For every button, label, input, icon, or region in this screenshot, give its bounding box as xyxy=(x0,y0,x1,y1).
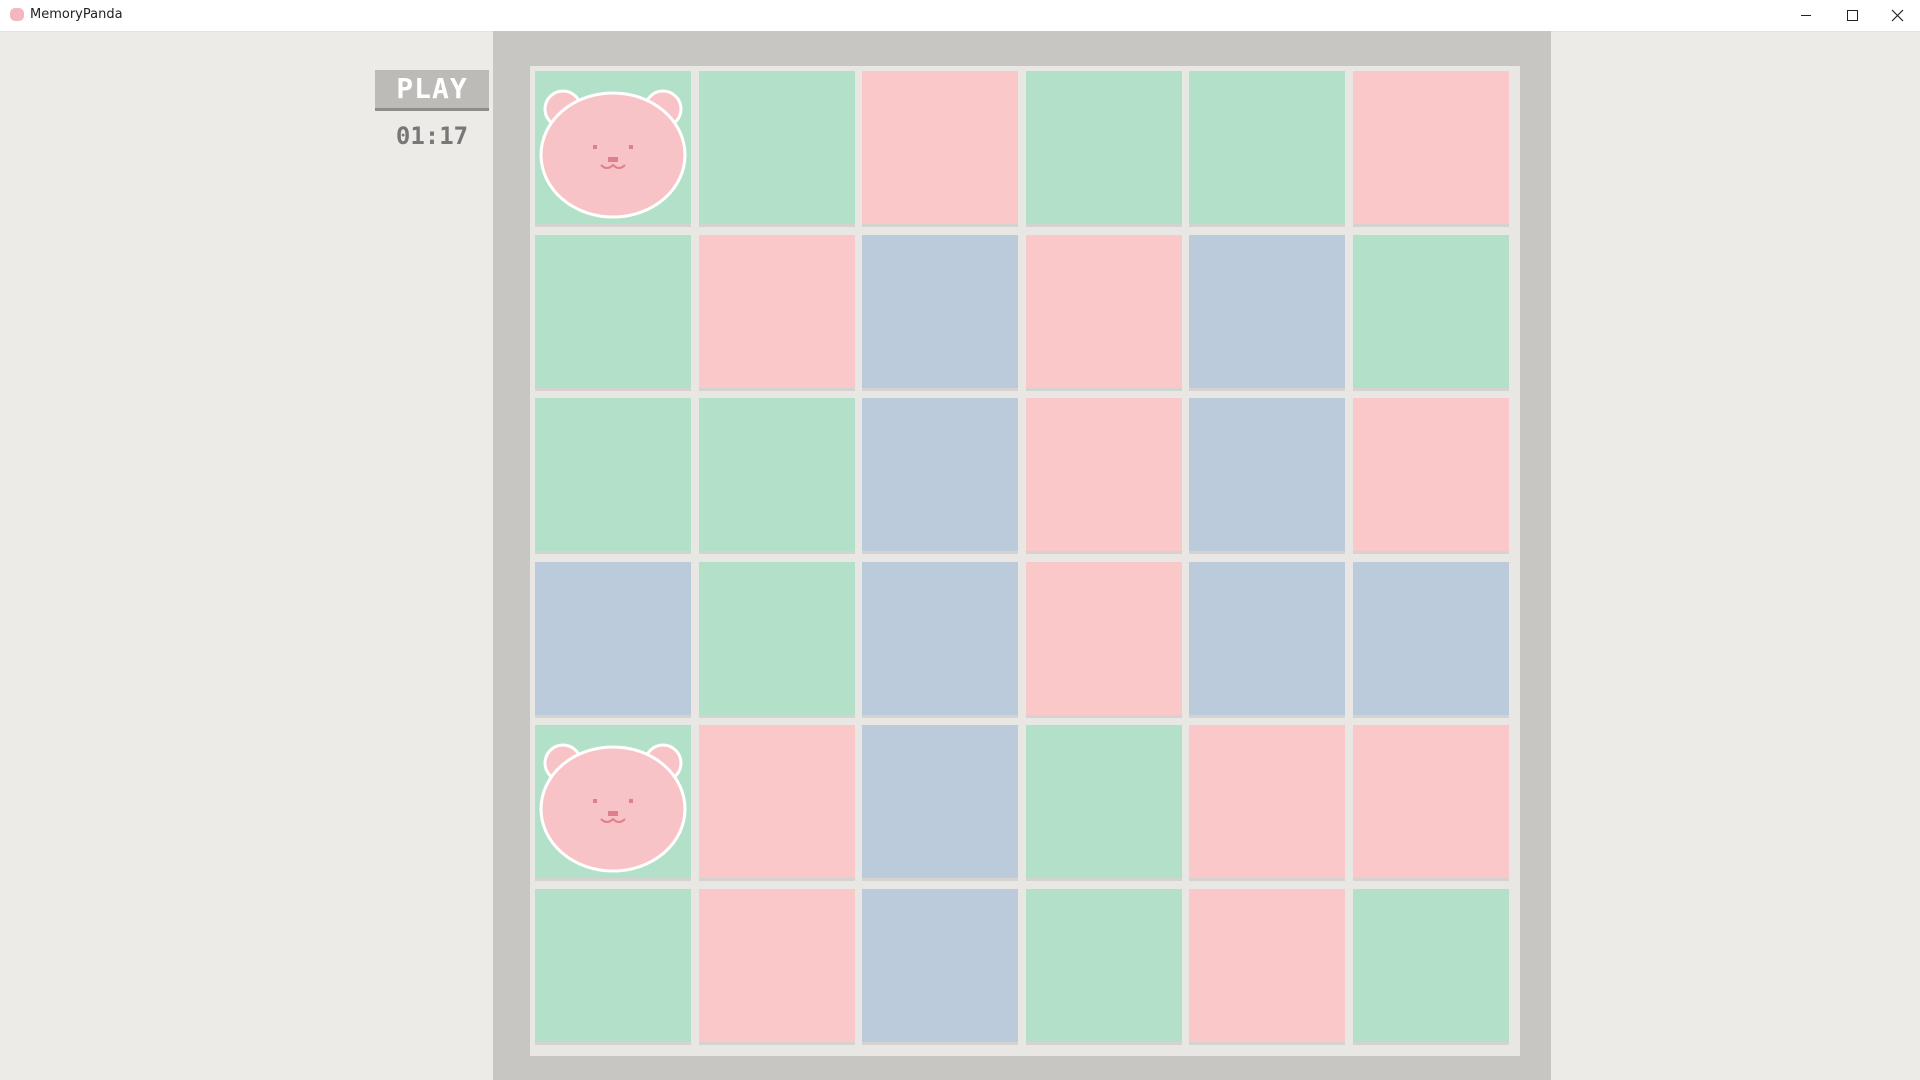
tile[interactable] xyxy=(698,398,855,555)
timer: 01:17 xyxy=(395,122,469,150)
close-button[interactable] xyxy=(1875,0,1920,31)
bear-face xyxy=(539,743,687,873)
title-bar: MemoryPanda xyxy=(0,0,1920,32)
tile[interactable] xyxy=(1189,725,1346,882)
tile[interactable] xyxy=(698,234,855,391)
tile[interactable] xyxy=(862,561,1019,718)
tile[interactable] xyxy=(1025,71,1182,227)
tile[interactable] xyxy=(1353,71,1509,227)
bear-eye xyxy=(593,799,597,804)
tile[interactable] xyxy=(862,398,1019,555)
app-icon xyxy=(10,8,24,21)
tile[interactable] xyxy=(698,725,855,882)
tile[interactable] xyxy=(535,889,691,1045)
bear-face xyxy=(539,89,687,219)
tile[interactable] xyxy=(862,234,1019,391)
tile[interactable] xyxy=(1025,561,1182,718)
bear-mouth xyxy=(600,163,626,169)
tile[interactable] xyxy=(698,561,855,718)
bear-head-fill xyxy=(544,96,682,214)
play-button[interactable]: PLAY xyxy=(375,70,489,111)
tile[interactable] xyxy=(535,561,691,718)
tile[interactable] xyxy=(698,889,855,1045)
tile[interactable] xyxy=(1189,398,1346,555)
bear-head-fill xyxy=(544,750,682,869)
tile[interactable] xyxy=(1353,889,1509,1045)
tile[interactable] xyxy=(698,71,855,227)
tile[interactable] xyxy=(1189,234,1346,391)
tile[interactable] xyxy=(862,71,1019,227)
tile[interactable] xyxy=(1353,234,1509,391)
maximize-button[interactable] xyxy=(1829,0,1875,31)
tile[interactable] xyxy=(1189,71,1346,227)
tile[interactable] xyxy=(862,725,1019,882)
tile[interactable] xyxy=(862,889,1019,1045)
tile[interactable] xyxy=(1025,889,1182,1045)
tile[interactable] xyxy=(535,71,691,227)
tile[interactable] xyxy=(1353,398,1509,555)
tile[interactable] xyxy=(535,234,691,391)
bear-nose xyxy=(608,157,618,162)
bear-eye xyxy=(629,145,633,149)
tile[interactable] xyxy=(1353,725,1509,882)
minimize-button[interactable] xyxy=(1783,0,1829,31)
bear-eye xyxy=(629,799,633,804)
tile[interactable] xyxy=(1025,398,1182,555)
bear-eye xyxy=(593,145,597,149)
window-title: MemoryPanda xyxy=(30,7,123,22)
tile[interactable] xyxy=(535,725,691,882)
tile[interactable] xyxy=(1189,889,1346,1045)
tile[interactable] xyxy=(1025,725,1182,882)
bear-nose xyxy=(608,811,618,817)
tile[interactable] xyxy=(1025,234,1182,391)
tile[interactable] xyxy=(1189,561,1346,718)
tile[interactable] xyxy=(535,398,691,555)
bear-mouth xyxy=(600,817,626,824)
tile[interactable] xyxy=(1353,561,1509,718)
